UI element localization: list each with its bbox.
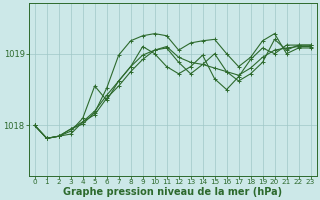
X-axis label: Graphe pression niveau de la mer (hPa): Graphe pression niveau de la mer (hPa)	[63, 187, 282, 197]
